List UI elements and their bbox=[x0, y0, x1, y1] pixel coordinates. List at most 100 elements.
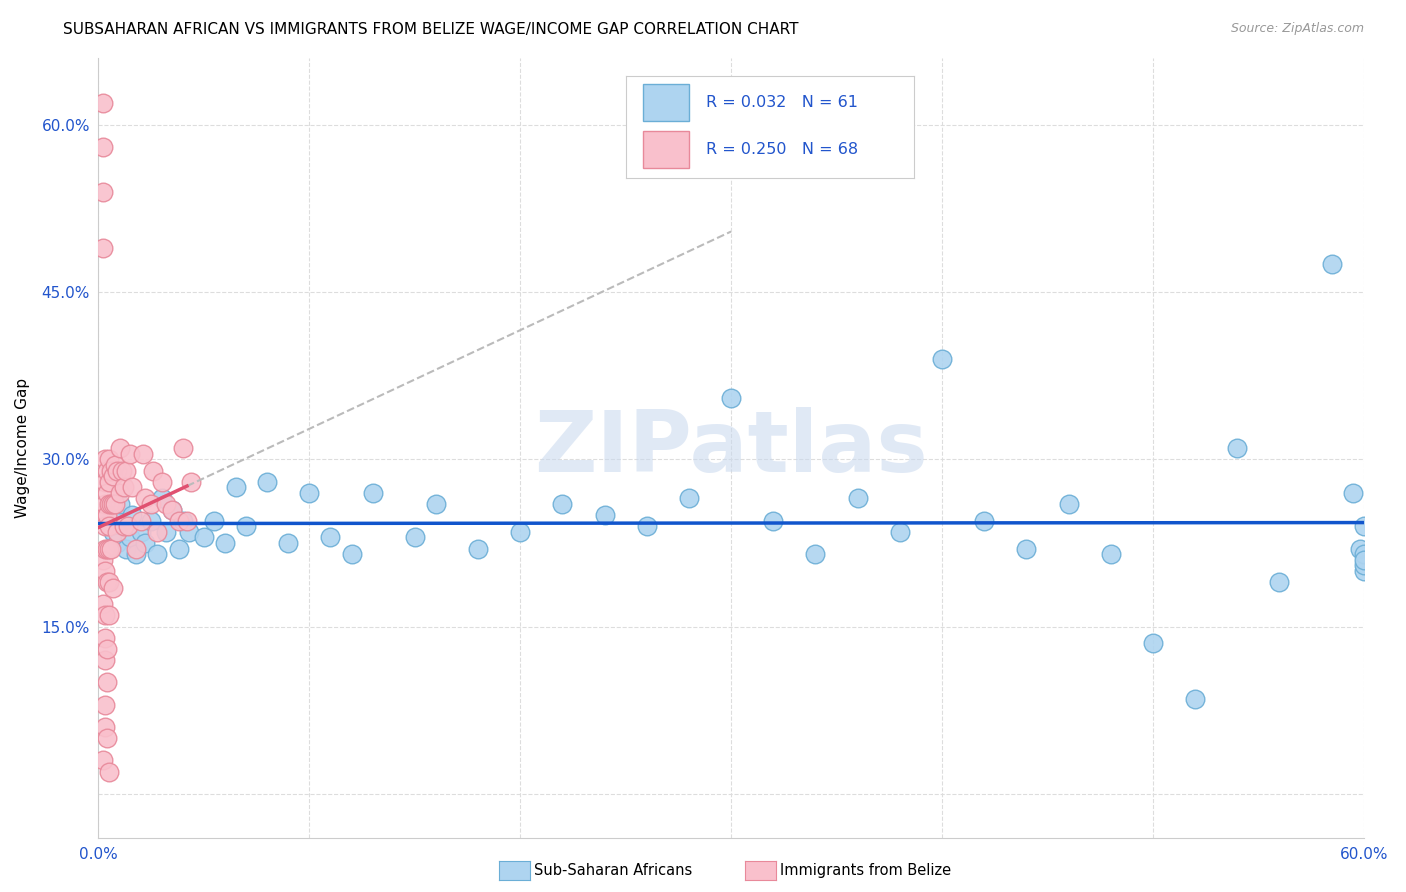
Text: Sub-Saharan Africans: Sub-Saharan Africans bbox=[534, 863, 693, 878]
Point bbox=[93, 475, 117, 489]
Point bbox=[103, 581, 125, 595]
Point bbox=[142, 464, 165, 478]
Point bbox=[91, 552, 114, 567]
Point bbox=[361, 485, 384, 500]
Point bbox=[162, 502, 183, 516]
FancyBboxPatch shape bbox=[643, 84, 689, 121]
Point bbox=[1343, 485, 1365, 500]
Point bbox=[108, 497, 131, 511]
Point bbox=[1226, 442, 1249, 455]
Point bbox=[678, 491, 700, 506]
Point bbox=[298, 485, 321, 500]
Point bbox=[98, 541, 121, 556]
Point bbox=[93, 631, 117, 645]
Point bbox=[141, 497, 163, 511]
Point bbox=[107, 464, 129, 478]
Point bbox=[179, 524, 201, 539]
Point bbox=[115, 541, 138, 556]
Text: Source: ZipAtlas.com: Source: ZipAtlas.com bbox=[1230, 22, 1364, 36]
Y-axis label: Wage/Income Gap: Wage/Income Gap bbox=[15, 378, 31, 518]
Point bbox=[225, 480, 247, 494]
FancyBboxPatch shape bbox=[643, 131, 689, 168]
Point bbox=[93, 653, 117, 667]
Point bbox=[104, 458, 127, 472]
Point bbox=[146, 547, 169, 561]
Point bbox=[98, 519, 121, 533]
Point bbox=[167, 541, 190, 556]
Point bbox=[214, 536, 236, 550]
Point bbox=[96, 675, 118, 690]
Point bbox=[125, 547, 148, 561]
Point bbox=[1099, 547, 1122, 561]
Point bbox=[121, 480, 143, 494]
Point bbox=[1353, 519, 1375, 533]
Point bbox=[96, 574, 118, 589]
Point bbox=[256, 475, 278, 489]
Point bbox=[115, 464, 138, 478]
Point bbox=[93, 698, 117, 712]
Point bbox=[104, 508, 127, 523]
Point bbox=[96, 541, 118, 556]
Point bbox=[167, 514, 190, 528]
Point bbox=[636, 519, 658, 533]
Point bbox=[150, 491, 173, 506]
Point bbox=[1348, 541, 1371, 556]
Point bbox=[98, 497, 121, 511]
Point bbox=[103, 524, 125, 539]
Point bbox=[91, 508, 114, 523]
Point bbox=[277, 536, 299, 550]
Point bbox=[100, 464, 122, 478]
Point bbox=[93, 452, 117, 467]
Point bbox=[467, 541, 489, 556]
Point bbox=[129, 514, 152, 528]
Point bbox=[176, 514, 198, 528]
Point bbox=[103, 469, 125, 483]
Point bbox=[134, 536, 156, 550]
Point bbox=[1353, 558, 1375, 573]
Point bbox=[931, 352, 953, 367]
Point bbox=[1353, 547, 1375, 561]
Point bbox=[96, 464, 118, 478]
Point bbox=[93, 541, 117, 556]
Point bbox=[319, 530, 342, 544]
Point bbox=[340, 547, 363, 561]
Point bbox=[111, 464, 132, 478]
Point bbox=[129, 524, 152, 539]
Point bbox=[1015, 541, 1038, 556]
Point bbox=[1322, 257, 1344, 271]
Point bbox=[107, 524, 129, 539]
Point bbox=[98, 452, 121, 467]
Point bbox=[96, 508, 118, 523]
Point bbox=[91, 185, 114, 199]
Point bbox=[93, 720, 117, 734]
Point bbox=[93, 608, 117, 623]
Point bbox=[98, 764, 121, 779]
Point bbox=[98, 574, 121, 589]
Point bbox=[155, 497, 177, 511]
Point bbox=[804, 547, 827, 561]
Point bbox=[98, 475, 121, 489]
Point bbox=[103, 497, 125, 511]
Point bbox=[1268, 574, 1291, 589]
Point bbox=[100, 497, 122, 511]
Point bbox=[141, 514, 163, 528]
Text: ZIPatlas: ZIPatlas bbox=[534, 407, 928, 490]
Point bbox=[100, 541, 122, 556]
Text: R = 0.032   N = 61: R = 0.032 N = 61 bbox=[706, 95, 859, 110]
Point bbox=[120, 447, 141, 461]
Text: R = 0.250   N = 68: R = 0.250 N = 68 bbox=[706, 142, 859, 157]
Point bbox=[93, 519, 117, 533]
Point bbox=[150, 475, 173, 489]
Point bbox=[1353, 552, 1375, 567]
Point bbox=[91, 598, 114, 612]
Point bbox=[91, 753, 114, 767]
Point bbox=[720, 391, 742, 405]
Point bbox=[235, 519, 257, 533]
Point bbox=[180, 475, 202, 489]
Point bbox=[509, 524, 531, 539]
Point bbox=[98, 514, 121, 528]
Point bbox=[120, 530, 141, 544]
Point bbox=[112, 480, 135, 494]
Point bbox=[134, 491, 156, 506]
Point bbox=[125, 541, 148, 556]
